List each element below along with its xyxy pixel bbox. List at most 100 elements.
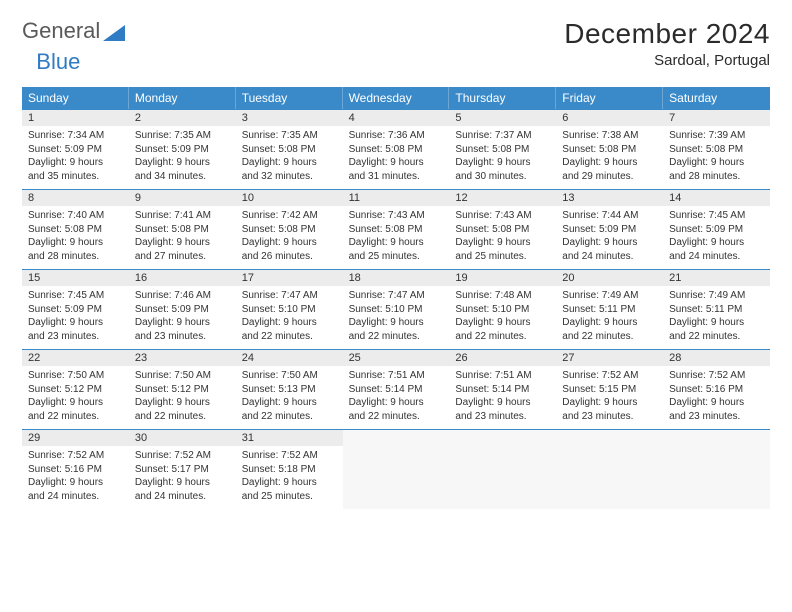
daylight-text: and 25 minutes. <box>242 490 337 504</box>
daylight-text: and 34 minutes. <box>135 170 230 184</box>
daylight-text: Daylight: 9 hours <box>28 316 123 330</box>
daylight-text: Daylight: 9 hours <box>28 476 123 490</box>
daylight-text: Daylight: 9 hours <box>242 316 337 330</box>
day-number: 31 <box>236 430 343 446</box>
daylight-text: and 22 minutes. <box>669 330 764 344</box>
daylight-text: Daylight: 9 hours <box>135 476 230 490</box>
day-cell: Sunrise: 7:41 AMSunset: 5:08 PMDaylight:… <box>129 206 236 269</box>
location-label: Sardoal, Portugal <box>564 52 770 69</box>
daylight-text: Daylight: 9 hours <box>28 236 123 250</box>
sunrise-text: Sunrise: 7:50 AM <box>28 369 123 383</box>
week-body-row: Sunrise: 7:45 AMSunset: 5:09 PMDaylight:… <box>22 286 770 349</box>
sunrise-text: Sunrise: 7:45 AM <box>669 209 764 223</box>
month-title: December 2024 <box>564 18 770 50</box>
daylight-text: and 28 minutes. <box>28 250 123 264</box>
daylight-text: Daylight: 9 hours <box>455 316 550 330</box>
weeks-container: 1234567Sunrise: 7:34 AMSunset: 5:09 PMDa… <box>22 109 770 509</box>
daylight-text: Daylight: 9 hours <box>242 396 337 410</box>
sunrise-text: Sunrise: 7:36 AM <box>349 129 444 143</box>
week-body-row: Sunrise: 7:50 AMSunset: 5:12 PMDaylight:… <box>22 366 770 429</box>
sunrise-text: Sunrise: 7:42 AM <box>242 209 337 223</box>
day-number: 18 <box>343 270 450 286</box>
day-cell: Sunrise: 7:47 AMSunset: 5:10 PMDaylight:… <box>236 286 343 349</box>
daylight-text: Daylight: 9 hours <box>562 236 657 250</box>
day-number: 19 <box>449 270 556 286</box>
daylight-text: and 22 minutes. <box>455 330 550 344</box>
day-cell: Sunrise: 7:51 AMSunset: 5:14 PMDaylight:… <box>449 366 556 429</box>
sunset-text: Sunset: 5:09 PM <box>135 303 230 317</box>
sunset-text: Sunset: 5:08 PM <box>349 223 444 237</box>
sunrise-text: Sunrise: 7:50 AM <box>135 369 230 383</box>
daylight-text: Daylight: 9 hours <box>669 316 764 330</box>
day-number: 30 <box>129 430 236 446</box>
daylight-text: Daylight: 9 hours <box>455 236 550 250</box>
daylight-text: Daylight: 9 hours <box>349 316 444 330</box>
daylight-text: and 22 minutes. <box>562 330 657 344</box>
day-number <box>663 430 770 446</box>
week-body-row: Sunrise: 7:34 AMSunset: 5:09 PMDaylight:… <box>22 126 770 189</box>
daylight-text: and 25 minutes. <box>455 250 550 264</box>
daynum-strip: 891011121314 <box>22 189 770 206</box>
weekday-header: Monday <box>129 87 236 109</box>
sunset-text: Sunset: 5:11 PM <box>562 303 657 317</box>
day-cell: Sunrise: 7:44 AMSunset: 5:09 PMDaylight:… <box>556 206 663 269</box>
day-number: 1 <box>22 110 129 126</box>
day-cell: Sunrise: 7:35 AMSunset: 5:08 PMDaylight:… <box>236 126 343 189</box>
day-cell: Sunrise: 7:35 AMSunset: 5:09 PMDaylight:… <box>129 126 236 189</box>
daylight-text: and 29 minutes. <box>562 170 657 184</box>
weekday-header: Sunday <box>22 87 129 109</box>
daylight-text: and 23 minutes. <box>135 330 230 344</box>
calendar-grid: SundayMondayTuesdayWednesdayThursdayFrid… <box>22 87 770 509</box>
daylight-text: Daylight: 9 hours <box>455 396 550 410</box>
day-number: 12 <box>449 190 556 206</box>
day-cell: Sunrise: 7:48 AMSunset: 5:10 PMDaylight:… <box>449 286 556 349</box>
sunrise-text: Sunrise: 7:40 AM <box>28 209 123 223</box>
sunset-text: Sunset: 5:15 PM <box>562 383 657 397</box>
daylight-text: and 24 minutes. <box>669 250 764 264</box>
sunrise-text: Sunrise: 7:43 AM <box>349 209 444 223</box>
daylight-text: Daylight: 9 hours <box>349 236 444 250</box>
daylight-text: Daylight: 9 hours <box>28 156 123 170</box>
daylight-text: and 28 minutes. <box>669 170 764 184</box>
day-cell: Sunrise: 7:40 AMSunset: 5:08 PMDaylight:… <box>22 206 129 269</box>
day-cell: Sunrise: 7:49 AMSunset: 5:11 PMDaylight:… <box>556 286 663 349</box>
day-cell: Sunrise: 7:52 AMSunset: 5:17 PMDaylight:… <box>129 446 236 509</box>
logo-word-2: Blue <box>36 49 80 75</box>
daylight-text: and 22 minutes. <box>242 330 337 344</box>
sunset-text: Sunset: 5:09 PM <box>28 143 123 157</box>
sunrise-text: Sunrise: 7:48 AM <box>455 289 550 303</box>
daylight-text: and 23 minutes. <box>669 410 764 424</box>
sunrise-text: Sunrise: 7:47 AM <box>242 289 337 303</box>
sunset-text: Sunset: 5:08 PM <box>28 223 123 237</box>
sunset-text: Sunset: 5:16 PM <box>669 383 764 397</box>
sunset-text: Sunset: 5:09 PM <box>669 223 764 237</box>
daylight-text: and 22 minutes. <box>135 410 230 424</box>
sunrise-text: Sunrise: 7:38 AM <box>562 129 657 143</box>
daylight-text: Daylight: 9 hours <box>135 396 230 410</box>
day-number: 22 <box>22 350 129 366</box>
day-cell: Sunrise: 7:34 AMSunset: 5:09 PMDaylight:… <box>22 126 129 189</box>
sunset-text: Sunset: 5:10 PM <box>455 303 550 317</box>
sunrise-text: Sunrise: 7:52 AM <box>669 369 764 383</box>
day-cell: Sunrise: 7:43 AMSunset: 5:08 PMDaylight:… <box>343 206 450 269</box>
sunset-text: Sunset: 5:08 PM <box>562 143 657 157</box>
logo-word-1: General <box>22 18 100 44</box>
day-cell <box>556 446 663 509</box>
daylight-text: Daylight: 9 hours <box>669 396 764 410</box>
weekday-header: Tuesday <box>236 87 343 109</box>
day-cell: Sunrise: 7:45 AMSunset: 5:09 PMDaylight:… <box>22 286 129 349</box>
sunset-text: Sunset: 5:08 PM <box>242 223 337 237</box>
day-cell <box>343 446 450 509</box>
daylight-text: and 27 minutes. <box>135 250 230 264</box>
daylight-text: Daylight: 9 hours <box>562 316 657 330</box>
day-number: 25 <box>343 350 450 366</box>
daylight-text: and 23 minutes. <box>28 330 123 344</box>
logo: General <box>22 18 125 44</box>
sunrise-text: Sunrise: 7:44 AM <box>562 209 657 223</box>
sunrise-text: Sunrise: 7:43 AM <box>455 209 550 223</box>
day-cell: Sunrise: 7:47 AMSunset: 5:10 PMDaylight:… <box>343 286 450 349</box>
day-number: 16 <box>129 270 236 286</box>
title-block: December 2024 Sardoal, Portugal <box>564 18 770 69</box>
sunset-text: Sunset: 5:08 PM <box>455 223 550 237</box>
daylight-text: and 22 minutes. <box>28 410 123 424</box>
